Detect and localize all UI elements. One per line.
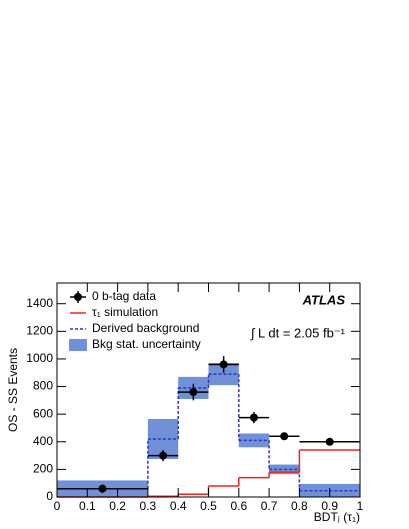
legend-label: Derived background [92,321,199,335]
x-tick-label: 0.9 [321,499,338,513]
data-point [189,388,198,397]
legend-label: τ₁ simulation [92,305,158,319]
y-tick-label: 1400 [26,296,53,310]
x-tick-label: 0.3 [140,499,157,513]
y-tick-label: 400 [33,434,53,448]
legend-label: Bkg stat. uncertainty [92,337,201,351]
legend-data-marker [74,293,82,301]
y-tick-label: 800 [33,379,53,393]
x-axis-label: BDTⱼ (τ₁) [314,510,360,524]
data-point [98,484,107,493]
data-point [280,432,289,441]
experiment-label: ATLAS [302,292,346,307]
x-tick-label: 1 [357,499,364,513]
x-tick-label: 0.8 [291,499,308,513]
legend-label: 0 b-tag data [92,289,156,303]
y-axis-label: OS - SS Events [6,348,20,432]
y-tick-label: 0 [46,489,53,503]
x-tick-label: 0.6 [230,499,247,513]
y-tick-label: 200 [33,462,53,476]
legend-band-swatch [69,339,87,351]
data-point [219,360,228,369]
data-point [159,451,168,460]
y-tick-label: 1000 [26,351,53,365]
x-tick-label: 0.1 [79,499,96,513]
data-point [249,413,258,422]
luminosity-label: ∫ L dt = 2.05 fb⁻¹ [250,325,346,340]
y-tick-label: 1200 [26,323,53,337]
data-point [325,437,334,446]
x-tick-label: 0.7 [261,499,278,513]
x-tick-label: 0.2 [109,499,126,513]
x-tick-label: 0.5 [200,499,217,513]
x-tick-label: 0.4 [170,499,187,513]
x-tick-label: 0 [54,499,61,513]
y-tick-label: 600 [33,406,53,420]
